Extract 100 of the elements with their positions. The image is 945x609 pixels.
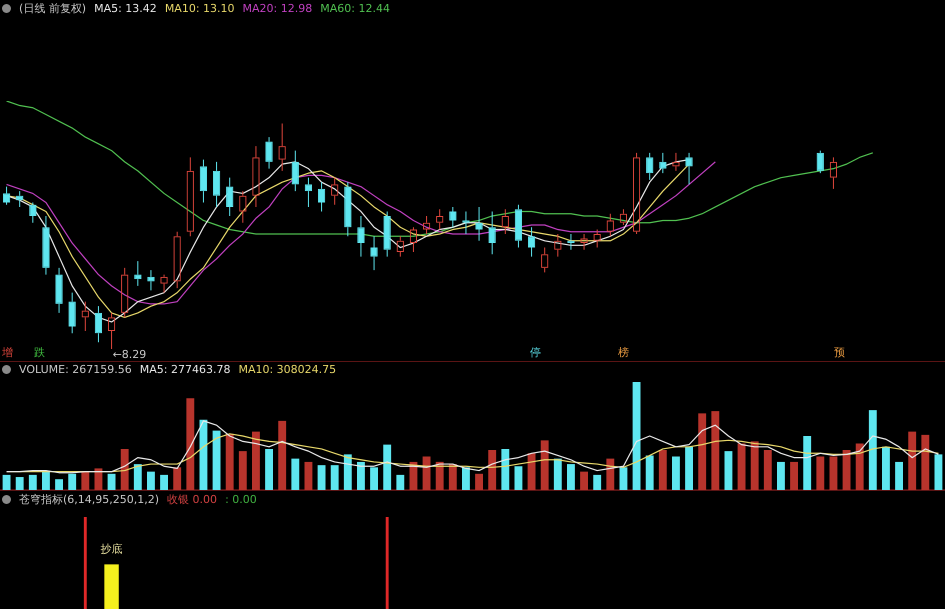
bar: [396, 474, 404, 490]
bar: [28, 474, 37, 490]
candlestick: [357, 215, 365, 258]
candlestick: [42, 215, 50, 276]
bar: [357, 462, 365, 490]
candlestick: [147, 270, 155, 291]
candlestick: [265, 136, 273, 170]
bar: [842, 450, 850, 490]
candlestick: [318, 182, 326, 212]
text: MA10: 13.10: [164, 2, 235, 15]
bar: [42, 470, 50, 490]
candlestick: [134, 260, 142, 286]
bar: [580, 472, 588, 490]
bar: [514, 466, 522, 490]
bar: [646, 455, 654, 490]
bar: [830, 456, 838, 490]
bar: [593, 474, 602, 490]
bar: [554, 458, 562, 490]
candlestick: [94, 306, 102, 343]
bar: [2, 474, 10, 490]
bar: [134, 464, 142, 490]
candlestick: [344, 182, 352, 237]
bar: [291, 458, 300, 490]
bar: [212, 430, 220, 490]
text: : 0.00: [225, 493, 257, 506]
candlestick: [212, 161, 220, 208]
chart-title: 苍穹指标(6,14,95,250,1,2): [19, 492, 160, 507]
candlestick: [55, 267, 63, 314]
bar: [278, 420, 286, 490]
bar: [16, 477, 24, 490]
bar: [81, 472, 90, 490]
text: MA5: 13.42: [94, 2, 157, 15]
bar: [698, 413, 706, 490]
bar: [632, 382, 640, 490]
bar: [501, 448, 510, 490]
bar: [370, 467, 378, 490]
candlestick: [304, 177, 312, 208]
candlestick: [816, 150, 824, 174]
bar: [147, 472, 155, 490]
bar: [777, 462, 785, 490]
text: MA5: 277463.78: [140, 363, 230, 376]
bar: [475, 474, 483, 490]
annotation: 停: [530, 345, 541, 360]
bar: [882, 446, 890, 490]
text: MA10: 308024.75: [238, 363, 336, 376]
bar: [265, 448, 273, 490]
text: MA20: 12.98: [242, 2, 312, 15]
bar: [567, 464, 575, 490]
bar: [868, 410, 877, 490]
annotation: 抄底: [100, 542, 123, 556]
bar: [462, 467, 470, 490]
candlestick: [514, 204, 522, 248]
bar: [816, 456, 824, 490]
bar: [383, 444, 392, 490]
candlestick: [200, 159, 208, 203]
bar: [620, 467, 628, 490]
bar: [226, 434, 234, 490]
bar: [934, 454, 942, 490]
bar: [173, 467, 182, 490]
bar: [55, 479, 63, 490]
bar: [724, 451, 732, 490]
candlestick: [646, 152, 654, 180]
bar: [606, 458, 614, 490]
bar: [200, 420, 208, 490]
bar: [790, 462, 798, 490]
bar: [108, 474, 116, 490]
candlestick: [68, 292, 76, 334]
text: 收银 0.00: [167, 492, 218, 507]
bar: [856, 444, 864, 490]
bar: [528, 453, 536, 490]
bar: [685, 446, 693, 490]
bar: [764, 450, 772, 490]
bar: [186, 398, 194, 490]
chart-title: VOLUME: 267159.56: [19, 363, 132, 376]
candlestick: [488, 210, 496, 255]
bar: [895, 462, 903, 490]
bar: [750, 441, 759, 490]
bar: [540, 440, 549, 490]
bar: [672, 456, 680, 490]
candlestick: [659, 152, 666, 174]
annotation: 预: [834, 345, 845, 360]
candlestick: [292, 150, 299, 192]
bar: [658, 450, 667, 490]
bar: [803, 436, 812, 490]
chart-title: (日线 前复权): [19, 1, 86, 16]
candlestick: [16, 190, 24, 208]
bar: [344, 454, 352, 490]
bar: [422, 456, 430, 490]
annotation: 榜: [618, 345, 629, 360]
bar: [160, 474, 168, 490]
annotation: 跌: [34, 345, 45, 360]
candlestick: [384, 210, 391, 258]
bar: [738, 444, 746, 490]
text: MA60: 12.44: [320, 2, 390, 15]
bar: [304, 462, 312, 490]
candlestick: [226, 177, 234, 216]
bar: [94, 468, 102, 490]
bar: [908, 432, 916, 490]
bar: [238, 451, 247, 490]
annotation: ←8.29: [112, 348, 146, 361]
